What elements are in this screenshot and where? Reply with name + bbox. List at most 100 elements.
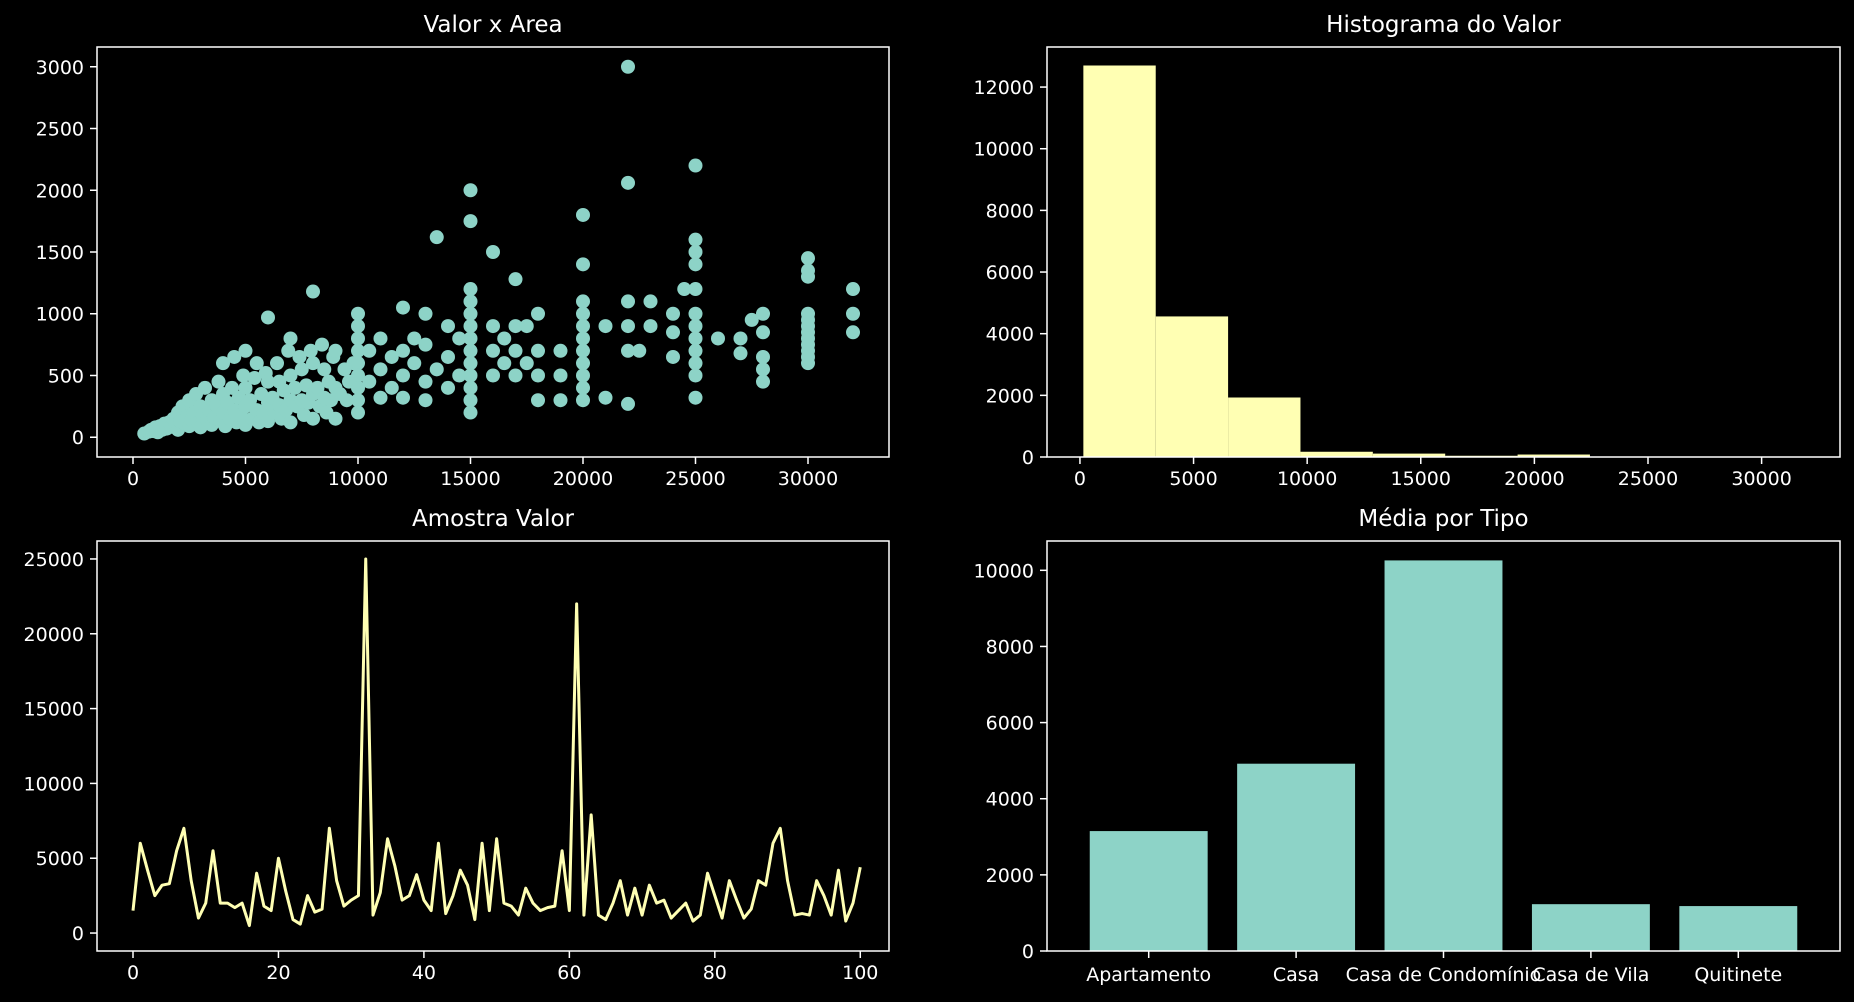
scatter-point xyxy=(315,337,329,352)
y-tick-label: 0 xyxy=(1022,447,1034,469)
scatter-point xyxy=(362,343,377,358)
scatter-point xyxy=(276,383,291,398)
axes-frame xyxy=(1046,540,1841,952)
x-tick-label: 60 xyxy=(557,962,581,984)
y-tick-label: 2500 xyxy=(36,119,84,141)
scatter-point xyxy=(373,390,388,405)
x-tick-label: 10000 xyxy=(328,468,388,490)
scatter-point xyxy=(247,370,262,385)
x-tick-label: Casa xyxy=(1273,964,1319,986)
x-tick-label: 5000 xyxy=(1169,468,1217,490)
scatter-point xyxy=(418,393,433,408)
scatter-point xyxy=(211,374,226,389)
scatter-point xyxy=(373,331,388,346)
scatter-point xyxy=(744,312,759,327)
x-tick-label: 15000 xyxy=(440,468,500,490)
scatter-point xyxy=(531,368,545,383)
scatter-point xyxy=(598,390,613,405)
scatter-point xyxy=(688,368,703,383)
x-tick-label: 0 xyxy=(1074,468,1086,490)
scatter-point xyxy=(576,306,590,321)
scatter-point xyxy=(576,294,590,309)
x-tick-label: 100 xyxy=(842,962,878,984)
scatter-point xyxy=(576,356,590,371)
scatter-point xyxy=(294,362,309,377)
y-tick-label: 2000 xyxy=(986,865,1034,887)
scatter-point xyxy=(292,349,307,364)
scatter-point xyxy=(801,251,815,266)
scatter-point xyxy=(317,362,332,377)
scatter-point xyxy=(227,349,242,364)
y-tick-label: 3000 xyxy=(36,57,84,79)
x-tick-label: 30000 xyxy=(1731,468,1791,490)
scatter-point xyxy=(688,390,703,405)
scatter-point xyxy=(463,319,478,334)
scatter-point xyxy=(576,380,590,395)
scatter-point xyxy=(688,245,703,259)
y-tick-label: 12000 xyxy=(974,77,1034,99)
scatter-point xyxy=(531,343,545,358)
y-tick-label: 2000 xyxy=(986,385,1034,407)
scatter-point xyxy=(429,230,444,245)
panel-line: Amostra Valor 0 20 40 60 80 100 0 5000 10000 15000… xyxy=(24,506,890,984)
axes-frame xyxy=(96,46,890,458)
scatter-point xyxy=(243,393,257,408)
x-tick-label: Quitinete xyxy=(1694,964,1782,986)
x-tick-label: 5000 xyxy=(221,468,269,490)
scatter-point xyxy=(677,282,692,297)
scatter-point xyxy=(351,356,365,371)
scatter-point xyxy=(508,343,523,358)
x-tick-label: 25000 xyxy=(1618,468,1678,490)
scatter-point xyxy=(463,294,478,309)
scatter-point xyxy=(463,306,478,321)
scatter-point xyxy=(621,396,635,411)
scatter-point xyxy=(396,300,410,315)
x-tick-label: 20000 xyxy=(1504,468,1564,490)
y-tick-label: 20000 xyxy=(24,624,84,646)
y-tick-label: 15000 xyxy=(24,699,84,721)
histogram-bar xyxy=(1372,453,1446,457)
x-tick-label: 0 xyxy=(127,962,139,984)
scatter-point xyxy=(407,331,422,346)
y-tick-label: 1500 xyxy=(36,242,84,264)
scatter-point xyxy=(351,380,365,395)
scatter-point xyxy=(351,319,365,334)
scatter-point xyxy=(688,306,703,321)
scatter-point xyxy=(576,368,590,383)
scatter-point xyxy=(486,319,500,334)
scatter-point xyxy=(621,59,635,74)
y-tick-label: 5000 xyxy=(36,848,84,870)
scatter-point xyxy=(846,282,860,297)
scatter-point xyxy=(486,343,500,358)
scatter-point xyxy=(306,356,320,371)
y-tick-label: 6000 xyxy=(986,262,1034,284)
scatter-point xyxy=(463,282,478,297)
scatter-point xyxy=(508,272,523,287)
scatter-point xyxy=(576,393,590,408)
histogram-bar xyxy=(1155,316,1229,457)
x-tick-label: 40 xyxy=(412,962,436,984)
chart-title: Histograma do Valor xyxy=(1326,12,1561,38)
scatter-point xyxy=(328,343,343,358)
category-bar xyxy=(1384,560,1503,951)
scatter-point xyxy=(756,374,770,389)
scatter-point xyxy=(384,349,399,364)
scatter-point xyxy=(553,368,568,383)
scatter-point xyxy=(621,294,635,309)
scatter-point xyxy=(463,368,478,383)
scatter-point xyxy=(396,390,410,405)
scatter-point xyxy=(553,393,568,408)
histogram-bar xyxy=(1300,451,1373,457)
scatter-point xyxy=(733,331,748,346)
scatter-point xyxy=(463,380,478,395)
category-bar xyxy=(1237,763,1356,951)
y-tick-label: 0 xyxy=(72,923,84,945)
y-tick-label: 6000 xyxy=(986,713,1034,735)
x-tick-label: Casa de Vila xyxy=(1532,964,1649,986)
x-tick-label: 30000 xyxy=(778,468,838,490)
scatter-point xyxy=(688,232,703,247)
scatter-point xyxy=(553,343,568,358)
